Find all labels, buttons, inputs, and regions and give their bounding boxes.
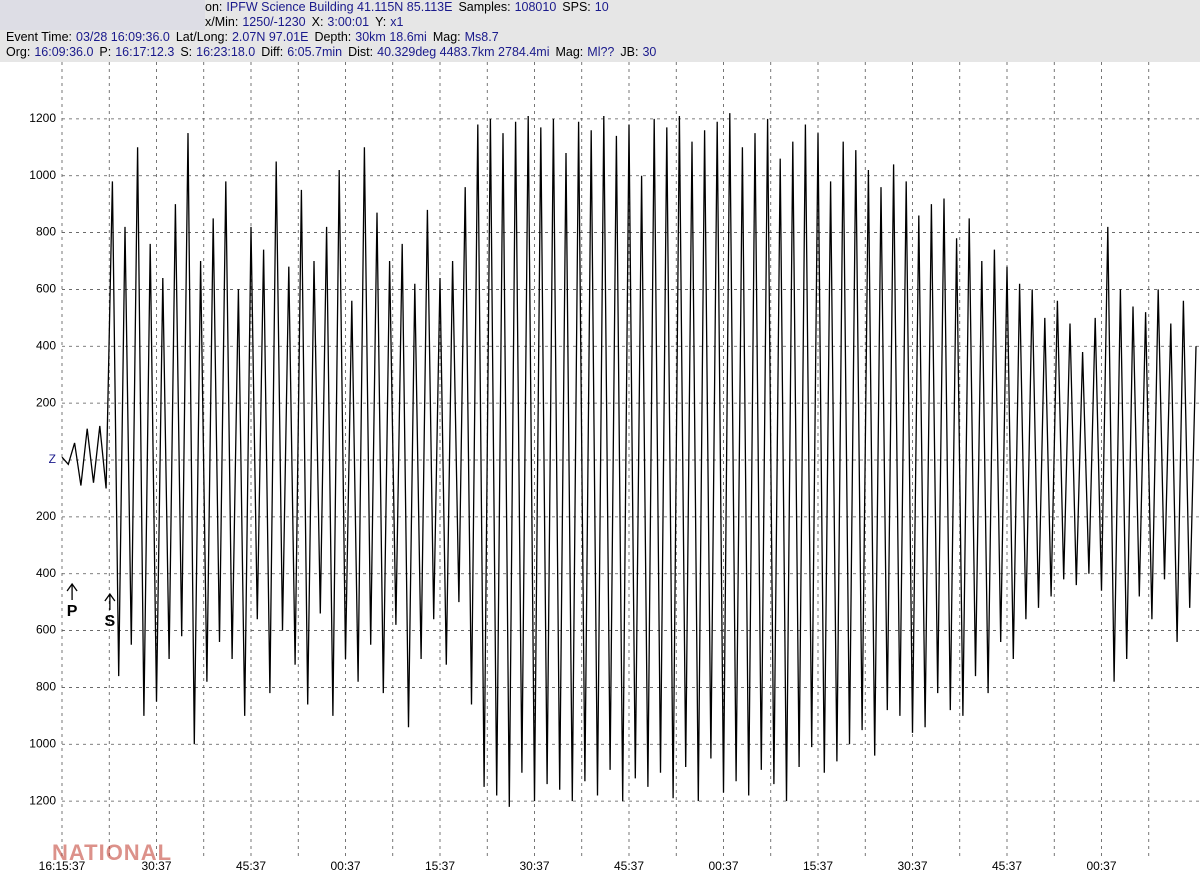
x-tick-label: 15:37 [425, 859, 455, 873]
header-value: IPFW Science Building 41.115N 85.113E [226, 0, 452, 14]
arrival-label: P [67, 603, 78, 620]
y-tick-label: 800 [36, 225, 56, 239]
x-tick-label: 15:37 [803, 859, 833, 873]
y-tick-label: 600 [36, 282, 56, 296]
y-tick-label: 600 [36, 623, 56, 637]
y-tick-label: 1000 [29, 736, 56, 750]
watermark: NATIONAL [52, 840, 172, 865]
header-label: on: [205, 0, 222, 14]
header-label: Diff: [261, 45, 283, 59]
header-label: Dist: [348, 45, 373, 59]
y-tick-label: 1000 [29, 168, 56, 182]
header-label: Org: [6, 45, 30, 59]
x-tick-label: 00:37 [1086, 859, 1116, 873]
arrival-label: S [105, 613, 116, 630]
y-tick-label: 400 [36, 566, 56, 580]
x-tick-label: 45:37 [236, 859, 266, 873]
y-tick-label: 200 [36, 395, 56, 409]
x-tick-label: 30:37 [897, 859, 927, 873]
x-tick-label: 45:37 [614, 859, 644, 873]
y-tick-label: 200 [36, 509, 56, 523]
header-label: Lat/Long: [176, 30, 228, 44]
header-value: 03/28 16:09:36.0 [76, 30, 170, 44]
header-value: 16:09:36.0 [34, 45, 93, 59]
y-tick-label: 1200 [29, 793, 56, 807]
arrival-arrow [66, 582, 78, 600]
header-value: 40.329deg 4483.7km 2784.4mi [377, 45, 549, 59]
header-value: 30 [642, 45, 656, 59]
waveform [61, 113, 1197, 807]
arrival-arrow [104, 592, 116, 610]
obscured-region [0, 0, 205, 30]
header-line: Event Time: 03/28 16:09:36.0 Lat/Long: 2.07… [6, 30, 499, 44]
labels: on: IPFW Science Building 41.115N 85.113E… [6, 0, 1117, 873]
header-label: Mag: [555, 45, 583, 59]
header-label: Mag: [433, 30, 461, 44]
header-label: SPS: [562, 0, 591, 14]
header-line: Org: 16:09:36.0 P: 16:17:12.3 S: 16:23:18.0 Di… [6, 45, 656, 59]
x-tick-label: 00:37 [330, 859, 360, 873]
y-tick-label: 1200 [29, 111, 56, 125]
header-label: Y: [375, 15, 386, 29]
x-tick-label: 30:37 [141, 859, 171, 873]
header-value: 16:23:18.0 [196, 45, 255, 59]
y-tick-label: 400 [36, 338, 56, 352]
header-value: 10 [595, 0, 609, 14]
y-tick-label: Z [49, 452, 56, 466]
header-value: 108010 [515, 0, 557, 14]
header-value: 6:05.7min [287, 45, 342, 59]
header-label: X: [312, 15, 324, 29]
header-label: Samples: [458, 0, 510, 14]
x-tick-label: 16:15:37 [39, 859, 86, 873]
header-label: JB: [620, 45, 638, 59]
header-value: Ml?? [587, 45, 614, 59]
header-value: 16:17:12.3 [115, 45, 174, 59]
header-label: S: [180, 45, 192, 59]
waveform-line [61, 113, 1197, 807]
x-tick-label: 00:37 [708, 859, 738, 873]
header-label: Event Time: [6, 30, 72, 44]
header-label: x/Min: [205, 15, 238, 29]
header-value: 1250/-1230 [242, 15, 305, 29]
y-tick-label: 800 [36, 680, 56, 694]
header-line: on: IPFW Science Building 41.115N 85.113E… [205, 0, 609, 14]
header-label: Depth: [314, 30, 351, 44]
header-line: x/Min: 1250/-1230 X: 3:00:01 Y: x1 [205, 15, 404, 29]
header-value: Ms8.7 [465, 30, 499, 44]
header-value: x1 [390, 15, 403, 29]
x-tick-label: 45:37 [992, 859, 1022, 873]
header-label: P: [99, 45, 111, 59]
header-value: 3:00:01 [327, 15, 369, 29]
header-value: 30km 18.6mi [355, 30, 427, 44]
header-value: 2.07N 97.01E [232, 30, 308, 44]
x-tick-label: 30:37 [519, 859, 549, 873]
